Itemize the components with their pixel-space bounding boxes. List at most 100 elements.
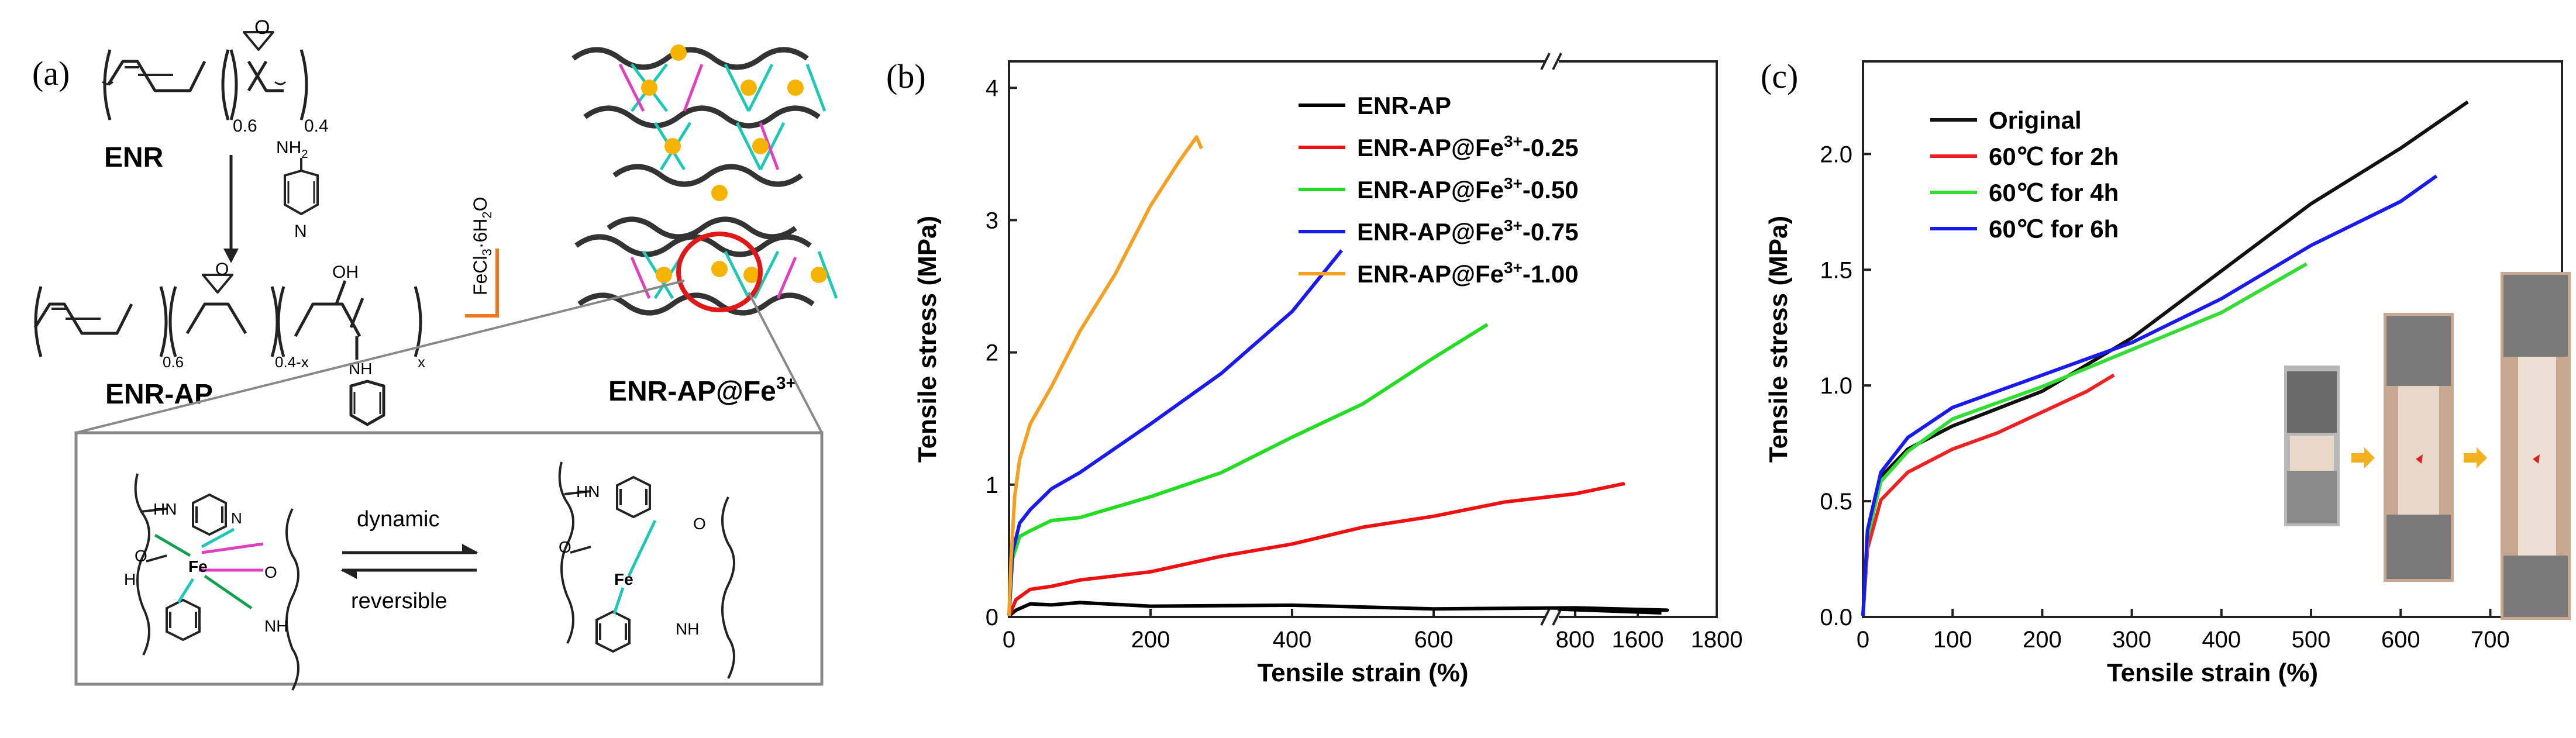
- axis-break-mark: [1552, 608, 1562, 626]
- enr-bracket-2: [221, 49, 308, 120]
- axis-break-mark: [1540, 608, 1551, 626]
- aminopyridine-molecule: [284, 158, 319, 216]
- mechanism-box: [74, 431, 824, 686]
- complex-left-o: O: [135, 547, 147, 565]
- aminopyridine-nh2: NH2: [276, 138, 308, 161]
- legend-label-4: ENR-AP@Fe3+-0.75: [1357, 216, 1579, 246]
- x-tick-label: 400: [2202, 627, 2241, 653]
- x-tick-label: 0: [1857, 627, 1869, 653]
- y-tick-label: 0.5: [1820, 489, 1852, 515]
- zoom-line-right: [748, 292, 823, 433]
- legend-label-1: Original: [1989, 106, 2082, 134]
- arrow-icon: [2351, 447, 2375, 468]
- x-tick-label: 0: [1003, 627, 1015, 653]
- red-mark-icon: [2416, 454, 2423, 464]
- y-tick-label: 0: [986, 605, 998, 630]
- enr-o-atom: O: [254, 16, 270, 39]
- enr-ap-o: O: [215, 260, 229, 279]
- panel-a-scheme: (a) 0.6 0.4 O ENR NH2 N O OH NH N 0.6 0.…: [0, 0, 877, 735]
- y-tick-label: 1.5: [1820, 257, 1852, 283]
- series-line-4: [1007, 249, 1344, 616]
- equilibrium-label-dynamic: dynamic: [357, 507, 440, 532]
- crosslinked-label: ENR-AP@Fe3+: [608, 374, 796, 407]
- x-tick-label: 800: [1556, 627, 1595, 653]
- complex-right-hn: HN: [576, 482, 600, 501]
- complex-left-bonds: [154, 527, 264, 610]
- enr-bracket-1: [103, 49, 238, 120]
- complex-right-fe: Fe: [614, 570, 633, 588]
- legend-label-3: 60℃ for 4h: [1989, 179, 2119, 206]
- x-tick-label: 200: [2023, 627, 2062, 653]
- y-tick-label: 2: [986, 340, 998, 366]
- crosslinked-network: [571, 44, 838, 316]
- complex-right-oh: O: [693, 515, 706, 533]
- x-tick-label: 700: [2471, 627, 2510, 653]
- y-tick-label: 1.0: [1820, 373, 1852, 399]
- y-axis-label: Tensile stress (MPa): [913, 216, 942, 463]
- legend-label-4: 60℃ for 6h: [1989, 215, 2119, 243]
- forward-arrowhead: [462, 544, 478, 553]
- reverse-arrowhead: [340, 570, 357, 579]
- equilibrium-label-reversible: reversible: [351, 589, 447, 613]
- x-tick-label: 500: [2292, 627, 2331, 653]
- enr-ap-structure: [33, 274, 422, 426]
- x-tick-label: 1800: [1691, 627, 1743, 653]
- x-axis-label: Tensile strain (%): [1257, 658, 1468, 687]
- axis-break-mark: [1540, 53, 1551, 70]
- x-tick-label: 300: [2112, 627, 2151, 653]
- y-tick-label: 2.0: [1820, 142, 1852, 167]
- legend-label-2: ENR-AP@Fe3+-0.25: [1357, 132, 1579, 161]
- plot-frame: [1008, 60, 1718, 618]
- complex-left: [134, 473, 299, 691]
- y-axis-label: Tensile stress (MPa): [1764, 216, 1793, 463]
- enr-sub-04: 0.4: [304, 116, 329, 136]
- x-tick-label: 1600: [1612, 627, 1664, 653]
- complex-left-nh: NH: [264, 617, 288, 635]
- legend-label-1: ENR-AP: [1357, 92, 1451, 119]
- complex-left-fe: Fe: [188, 557, 208, 575]
- complex-left-h: H: [124, 570, 136, 588]
- x-tick-label: 600: [1414, 627, 1454, 653]
- series-line-2: [1007, 481, 1626, 617]
- axis-break-mark: [1552, 53, 1562, 70]
- y-tick-label: 1: [986, 473, 998, 498]
- enr-ap-label: ENR-AP: [105, 379, 213, 410]
- enr-epoxide: [243, 31, 274, 51]
- panel-c-svg: (c) 0.0 0.5 1.0 1.5 2.0 0 100 200 300 400 500 600 70…: [1761, 57, 2571, 687]
- enr-double-bond: [125, 66, 173, 76]
- enr-ap-sub-04x: 0.4-x: [275, 353, 309, 371]
- complex-left-n1: N: [231, 509, 242, 527]
- panel-b-chart: (b) 0 1 2 3 4 0 200 400 600 800 1600 1800 Tensile st…: [877, 0, 1743, 735]
- aminopyridine-n: N: [294, 222, 307, 241]
- series-line-5: [1007, 135, 1203, 616]
- x-tick-label: 200: [1131, 627, 1170, 653]
- y-tick-label: 3: [986, 208, 998, 233]
- panel-c-chart: (c) 0.0 0.5 1.0 1.5 2.0 0 100 200 300 400 500 600 70…: [1749, 0, 2576, 735]
- enr-ap-oh: OH: [332, 263, 359, 282]
- x-tick-label: 400: [1273, 627, 1312, 653]
- series-line-3: [1007, 323, 1489, 616]
- plot-frame: [1862, 60, 2563, 618]
- specimen-photo-inset: [2284, 272, 2571, 620]
- complex-right-nh: NH: [676, 620, 699, 638]
- reaction-arrow-1-head: [223, 249, 239, 263]
- complex-left-hn: HN: [153, 500, 177, 518]
- x-tick-label: 100: [1933, 627, 1972, 653]
- enr-ap-sub-06: 0.6: [163, 353, 184, 371]
- panel-b-label: (b): [886, 57, 926, 95]
- enr-ap-sub-x: x: [418, 353, 425, 371]
- legend-label-3: ENR-AP@Fe3+-0.50: [1357, 174, 1579, 204]
- complex-left-o2: O: [264, 563, 277, 581]
- fecl3-reagent: FeCl3·6H2O: [470, 196, 494, 295]
- series-line-2: [1861, 373, 2115, 616]
- highlight-circle: [676, 232, 763, 312]
- y-tick-label: 4: [986, 75, 998, 101]
- panel-b-svg: (b) 0 1 2 3 4 0 200 400 600 800 1600 1800 Tensile st…: [886, 53, 1743, 687]
- enr-sub-06: 0.6: [233, 116, 257, 136]
- zoom-line-left: [75, 280, 685, 434]
- x-axis-label: Tensile strain (%): [2107, 658, 2318, 687]
- red-mark-icon: [2533, 454, 2540, 464]
- legend-label-5: ENR-AP@Fe3+-1.00: [1357, 258, 1579, 288]
- x-tick-label: 600: [2381, 627, 2420, 653]
- enr-label: ENR: [104, 142, 163, 173]
